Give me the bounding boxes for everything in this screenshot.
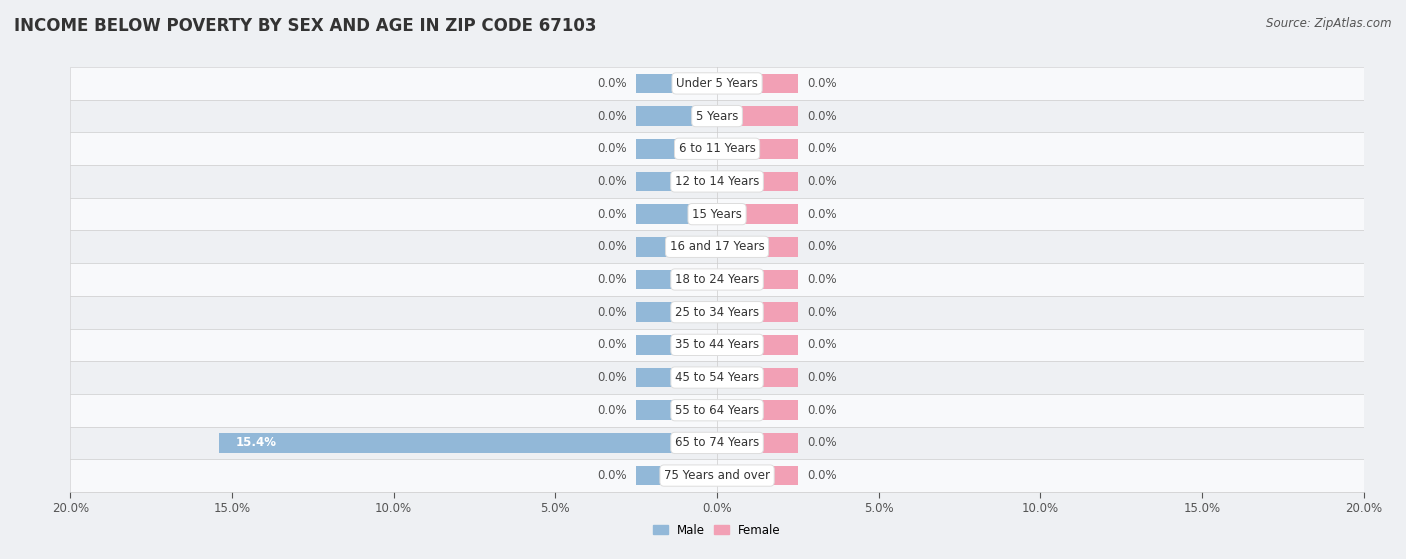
Text: 0.0%: 0.0%	[598, 175, 627, 188]
Bar	[717, 269, 799, 290]
Legend: Male, Female: Male, Female	[648, 519, 786, 541]
Bar	[717, 302, 799, 322]
Bar	[70, 427, 1364, 459]
Text: 0.0%: 0.0%	[807, 338, 837, 352]
Bar	[636, 269, 717, 290]
Bar	[717, 106, 799, 126]
Text: 0.0%: 0.0%	[807, 273, 837, 286]
Text: 0.0%: 0.0%	[807, 110, 837, 122]
Text: 0.0%: 0.0%	[807, 371, 837, 384]
Bar	[717, 335, 799, 354]
Bar	[717, 368, 799, 387]
Bar	[70, 263, 1364, 296]
Bar	[717, 172, 799, 191]
Text: 0.0%: 0.0%	[598, 77, 627, 90]
Text: Under 5 Years: Under 5 Years	[676, 77, 758, 90]
Text: 35 to 44 Years: 35 to 44 Years	[675, 338, 759, 352]
Text: 65 to 74 Years: 65 to 74 Years	[675, 437, 759, 449]
Text: 55 to 64 Years: 55 to 64 Years	[675, 404, 759, 416]
Text: 0.0%: 0.0%	[807, 207, 837, 221]
Bar	[636, 74, 717, 93]
Bar	[636, 139, 717, 159]
Text: 16 and 17 Years: 16 and 17 Years	[669, 240, 765, 253]
Bar	[717, 237, 799, 257]
Bar	[70, 67, 1364, 100]
Text: 0.0%: 0.0%	[807, 240, 837, 253]
Text: 0.0%: 0.0%	[598, 110, 627, 122]
Bar	[636, 237, 717, 257]
Bar	[70, 296, 1364, 329]
Text: 0.0%: 0.0%	[807, 175, 837, 188]
Text: 0.0%: 0.0%	[807, 143, 837, 155]
Text: INCOME BELOW POVERTY BY SEX AND AGE IN ZIP CODE 67103: INCOME BELOW POVERTY BY SEX AND AGE IN Z…	[14, 17, 596, 35]
Bar	[70, 165, 1364, 198]
Bar	[70, 230, 1364, 263]
Text: 75 Years and over: 75 Years and over	[664, 469, 770, 482]
Text: 5 Years: 5 Years	[696, 110, 738, 122]
Text: 0.0%: 0.0%	[807, 77, 837, 90]
Text: 0.0%: 0.0%	[598, 338, 627, 352]
Bar	[636, 466, 717, 485]
Bar	[70, 132, 1364, 165]
Text: 0.0%: 0.0%	[807, 404, 837, 416]
Bar	[636, 400, 717, 420]
Bar	[70, 198, 1364, 230]
Text: 12 to 14 Years: 12 to 14 Years	[675, 175, 759, 188]
Bar	[636, 205, 717, 224]
Text: 0.0%: 0.0%	[807, 469, 837, 482]
Text: 45 to 54 Years: 45 to 54 Years	[675, 371, 759, 384]
Bar	[717, 205, 799, 224]
Text: 0.0%: 0.0%	[598, 404, 627, 416]
Text: 0.0%: 0.0%	[598, 469, 627, 482]
Text: Source: ZipAtlas.com: Source: ZipAtlas.com	[1267, 17, 1392, 30]
Text: 0.0%: 0.0%	[598, 273, 627, 286]
Text: 0.0%: 0.0%	[598, 371, 627, 384]
Text: 0.0%: 0.0%	[598, 240, 627, 253]
Text: 0.0%: 0.0%	[807, 306, 837, 319]
Text: 15.4%: 15.4%	[235, 437, 276, 449]
Bar	[717, 400, 799, 420]
Text: 15 Years: 15 Years	[692, 207, 742, 221]
Bar	[70, 361, 1364, 394]
Text: 25 to 34 Years: 25 to 34 Years	[675, 306, 759, 319]
Bar	[636, 172, 717, 191]
Bar	[717, 433, 799, 453]
Text: 0.0%: 0.0%	[598, 306, 627, 319]
Text: 6 to 11 Years: 6 to 11 Years	[679, 143, 755, 155]
Bar	[219, 433, 717, 453]
Bar	[636, 302, 717, 322]
Text: 18 to 24 Years: 18 to 24 Years	[675, 273, 759, 286]
Bar	[717, 74, 799, 93]
Bar	[70, 394, 1364, 427]
Bar	[70, 459, 1364, 492]
Text: 0.0%: 0.0%	[598, 143, 627, 155]
Bar	[70, 100, 1364, 132]
Bar	[717, 466, 799, 485]
Text: 0.0%: 0.0%	[598, 207, 627, 221]
Bar	[636, 368, 717, 387]
Bar	[636, 335, 717, 354]
Bar	[717, 139, 799, 159]
Text: 0.0%: 0.0%	[807, 437, 837, 449]
Bar	[70, 329, 1364, 361]
Bar	[636, 106, 717, 126]
